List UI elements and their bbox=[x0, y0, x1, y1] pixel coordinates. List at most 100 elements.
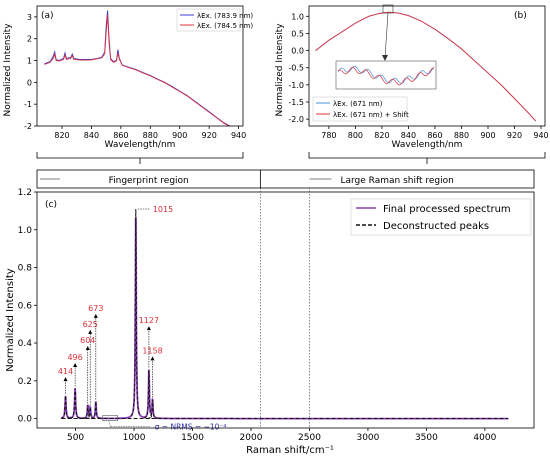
a-series-1 bbox=[44, 14, 231, 127]
b-xtick-label-2: 820 bbox=[374, 131, 389, 140]
brace-a bbox=[36, 152, 244, 164]
c-peak-arrowhead-3 bbox=[88, 329, 93, 334]
b-xtick-label-7: 920 bbox=[507, 131, 522, 140]
c-peak-label-6: 1127 bbox=[139, 316, 159, 325]
panel-c: Normalized Intensity Fingerprint region L… bbox=[5, 169, 535, 456]
c-peak-7 bbox=[147, 399, 158, 419]
c-ytick-label-1: 0.2 bbox=[18, 377, 32, 387]
a-ytick-label-1: -1 bbox=[24, 100, 32, 109]
brace-b bbox=[308, 152, 546, 164]
b-xtick-label-3: 840 bbox=[401, 131, 416, 140]
b-xtick-label-5: 880 bbox=[454, 131, 469, 140]
b-ytick-label-2: -1.0 bbox=[288, 81, 304, 90]
c-ytick-label-3: 0.6 bbox=[18, 301, 33, 311]
b-ytick-label-4: 0.0 bbox=[291, 47, 304, 56]
c-peak-arrowhead-1 bbox=[73, 362, 78, 367]
a-ytick-label-5: 3 bbox=[27, 13, 32, 22]
b-ytick-label-0: -2.0 bbox=[288, 115, 304, 124]
a-xtick-label-6: 940 bbox=[231, 131, 246, 140]
a-xtick-label-1: 840 bbox=[84, 131, 99, 140]
c-xtick-label-0: 500 bbox=[67, 433, 84, 443]
panel-b-legend-label-1: λEx. (671 nm) + Shift bbox=[333, 111, 409, 119]
c-xtick-label-4: 2500 bbox=[298, 433, 321, 443]
c-xtick-label-2: 1500 bbox=[181, 433, 204, 443]
c-series-final bbox=[61, 217, 509, 420]
panel-a-legend-label-1: λEx. (784.5 nm) bbox=[197, 22, 253, 30]
a-xtick-label-0: 820 bbox=[54, 131, 69, 140]
c-xtick-label-6: 3500 bbox=[415, 433, 438, 443]
c-peak-label-1: 496 bbox=[67, 353, 82, 362]
panel-c-legend bbox=[350, 198, 532, 236]
c-peak-arrowhead-6 bbox=[146, 326, 151, 331]
c-peak-4 bbox=[91, 401, 101, 419]
b-ytick-label-1: -1.5 bbox=[288, 98, 304, 107]
c-peak-2 bbox=[83, 405, 93, 419]
panel-b-legend bbox=[312, 96, 408, 122]
connector-braces bbox=[36, 152, 546, 164]
b-ytick-label-6: 1.0 bbox=[291, 12, 304, 21]
b-xtick-label-6: 900 bbox=[480, 131, 495, 140]
panel-b-xlabel: Wavelength/nm bbox=[392, 140, 463, 150]
panel-b-ylabel: Normalized Intensity bbox=[275, 23, 285, 117]
c-ytick-label-0: 0.0 bbox=[18, 415, 33, 425]
panel-b-label: (b) bbox=[514, 11, 527, 21]
a-ytick-label-3: 1 bbox=[27, 57, 32, 66]
c-peak-arrowhead-7 bbox=[150, 356, 155, 361]
panel-a-xlabel: Wavelength/nm bbox=[105, 140, 176, 150]
c-peak-label-0: 414 bbox=[58, 367, 73, 376]
b-xtick-label-8: 940 bbox=[533, 131, 548, 140]
panel-a-frame bbox=[36, 5, 244, 127]
panel-b: Normalized Intensity 780 800 820 840 860 880 9… bbox=[275, 4, 549, 150]
b-xtick-label-0: 780 bbox=[321, 131, 336, 140]
c-peak-5 bbox=[130, 208, 141, 417]
c-peak-0 bbox=[60, 395, 71, 419]
c-ytick-label-2: 0.4 bbox=[18, 339, 33, 349]
b-ytick-label-5: 0.5 bbox=[291, 29, 304, 38]
b-inset-trace-0 bbox=[337, 65, 435, 85]
c-peak-label-2: 604 bbox=[80, 336, 95, 345]
panel-b-zoom-arrowhead bbox=[382, 55, 388, 61]
c-peak-6 bbox=[144, 369, 154, 419]
c-xtick-label-1: 1000 bbox=[123, 433, 146, 443]
panel-c-label: (c) bbox=[45, 200, 57, 210]
c-ytick-label-5: 1.0 bbox=[18, 226, 33, 236]
a-ytick-label-0: -2 bbox=[24, 122, 32, 131]
panel-a-ylabel: Normalized Intensity bbox=[3, 23, 13, 117]
c-xtick-label-3: 2000 bbox=[240, 433, 263, 443]
c-peak-arrowhead-2 bbox=[85, 345, 90, 350]
panel-c-frame bbox=[36, 191, 535, 429]
panel-c-ylabel: Normalized Intensity bbox=[5, 268, 16, 371]
c-peak-label-7: 1158 bbox=[142, 346, 162, 355]
c-ytick-label-6: 1.2 bbox=[18, 188, 32, 198]
c-peak-1 bbox=[70, 388, 81, 419]
region-label-large-shift: Large Raman shift region bbox=[340, 176, 453, 186]
c-peak-arrowhead-4 bbox=[93, 313, 98, 318]
c-xtick-label-5: 3000 bbox=[356, 433, 379, 443]
panel-a: Normalized Intensity 820 840 860 880 900 920 9… bbox=[3, 5, 253, 150]
c-noise-leader-v bbox=[108, 420, 111, 427]
region-label-fingerprint: Fingerprint region bbox=[109, 176, 189, 186]
c-peak-arrowhead-0 bbox=[63, 377, 68, 382]
b-inset-trace-1 bbox=[337, 67, 435, 86]
c-ytick-label-4: 0.8 bbox=[18, 264, 33, 274]
panel-b-legend-label-0: λEx. (671 nm) bbox=[333, 100, 383, 108]
c-noise-box bbox=[102, 415, 118, 421]
panel-c-legend-label-0: Final processed spectrum bbox=[383, 204, 511, 215]
panel-b-zoom-arrow bbox=[384, 12, 389, 59]
c-peak-label-3: 625 bbox=[83, 320, 98, 329]
panel-c-xlabel: Raman shift/cm⁻¹ bbox=[246, 445, 334, 456]
c-xtick-label-7: 4000 bbox=[473, 433, 496, 443]
b-xtick-label-1: 800 bbox=[348, 131, 363, 140]
a-xtick-label-5: 920 bbox=[202, 131, 217, 140]
c-peak-label-5: 1015 bbox=[153, 205, 173, 214]
panel-c-legend-label-1: Deconstructed peaks bbox=[383, 221, 489, 232]
a-xtick-label-4: 900 bbox=[172, 131, 187, 140]
b-ytick-label-3: -0.5 bbox=[288, 64, 304, 73]
panel-b-inset bbox=[335, 60, 437, 90]
panel-a-label: (a) bbox=[41, 11, 54, 21]
c-peak-label-4: 673 bbox=[88, 304, 103, 313]
panel-b-frame bbox=[308, 5, 546, 127]
a-xtick-label-3: 880 bbox=[143, 131, 158, 140]
a-ytick-label-2: 0 bbox=[27, 78, 32, 87]
